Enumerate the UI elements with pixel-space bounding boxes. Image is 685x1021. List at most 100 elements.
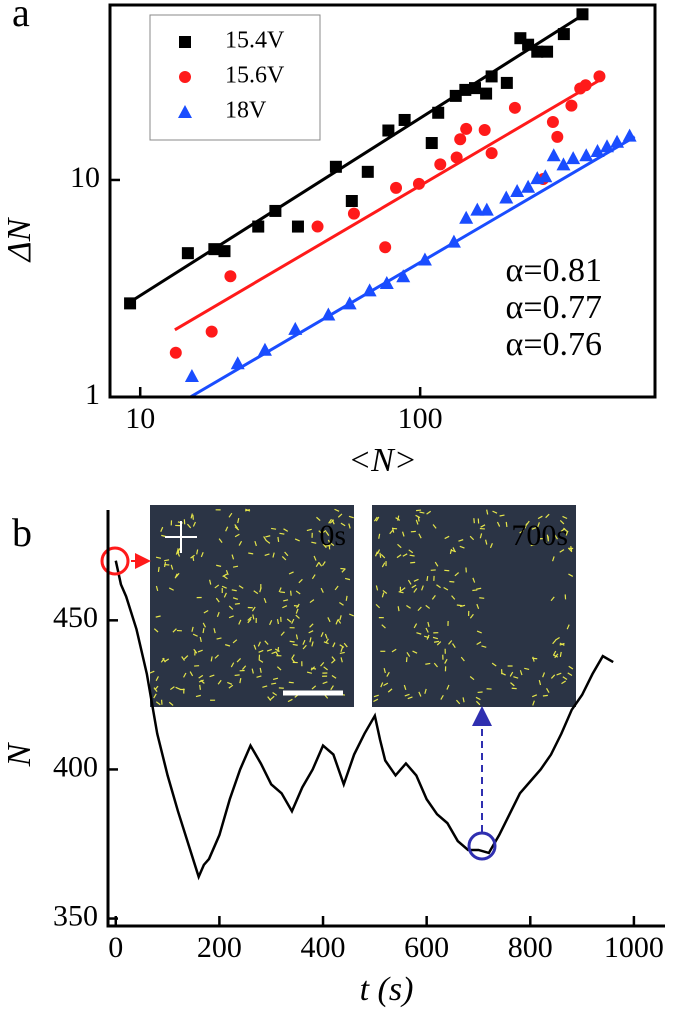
rod bbox=[257, 641, 261, 647]
data-point bbox=[470, 202, 485, 216]
rod bbox=[170, 564, 174, 570]
rod bbox=[294, 538, 300, 542]
rod bbox=[532, 657, 538, 660]
rod bbox=[295, 590, 301, 595]
rod bbox=[155, 615, 161, 618]
rod bbox=[524, 667, 530, 670]
rod bbox=[456, 699, 461, 705]
data-point bbox=[450, 151, 463, 164]
rod bbox=[440, 694, 444, 700]
rod bbox=[552, 556, 555, 562]
rod bbox=[416, 632, 422, 635]
rod bbox=[186, 523, 192, 529]
rod bbox=[302, 639, 306, 645]
rod bbox=[479, 533, 483, 539]
rod bbox=[559, 651, 562, 657]
data-point bbox=[557, 28, 570, 41]
x-axis-label: <N> bbox=[348, 442, 417, 479]
data-point bbox=[479, 202, 494, 216]
rod bbox=[232, 639, 238, 644]
rod bbox=[216, 564, 222, 567]
rod bbox=[340, 646, 344, 652]
rod bbox=[278, 587, 282, 593]
rod bbox=[199, 684, 201, 690]
rod bbox=[265, 539, 271, 544]
rod bbox=[559, 549, 565, 553]
rod bbox=[411, 584, 417, 589]
rod bbox=[491, 662, 497, 667]
rod bbox=[247, 616, 252, 621]
data-point bbox=[288, 321, 303, 335]
rod bbox=[223, 592, 227, 598]
data-point bbox=[390, 181, 403, 194]
rod bbox=[472, 589, 478, 592]
rod bbox=[322, 543, 327, 549]
rod bbox=[532, 700, 535, 706]
rod bbox=[423, 635, 430, 639]
fit-line bbox=[174, 78, 601, 332]
data-point bbox=[184, 368, 199, 382]
data-point bbox=[224, 270, 237, 283]
rod bbox=[567, 672, 573, 676]
data-point bbox=[459, 83, 472, 96]
rod bbox=[456, 604, 462, 607]
rod bbox=[189, 671, 194, 677]
rod bbox=[236, 658, 242, 663]
data-point bbox=[546, 115, 559, 128]
rod bbox=[560, 528, 566, 532]
rod bbox=[396, 554, 402, 559]
data-point bbox=[600, 139, 615, 153]
rod bbox=[476, 603, 480, 610]
rod bbox=[264, 553, 270, 557]
x-tick-label: 100 bbox=[398, 402, 443, 435]
rod bbox=[449, 548, 453, 555]
data-point bbox=[329, 160, 342, 173]
rod bbox=[200, 552, 204, 558]
rod bbox=[407, 579, 412, 585]
rod bbox=[238, 619, 242, 625]
rod bbox=[340, 522, 346, 527]
data-point bbox=[181, 247, 194, 260]
rod bbox=[348, 613, 355, 617]
rod bbox=[436, 641, 442, 646]
rod bbox=[415, 519, 419, 525]
rod bbox=[306, 528, 312, 532]
rod bbox=[181, 656, 186, 661]
rod bbox=[460, 656, 465, 662]
data-point bbox=[531, 45, 544, 58]
rod bbox=[155, 701, 161, 706]
rod bbox=[408, 549, 414, 554]
rod bbox=[263, 536, 267, 542]
rod bbox=[266, 648, 272, 652]
rod bbox=[258, 649, 264, 653]
rod bbox=[413, 588, 418, 593]
data-point bbox=[230, 356, 245, 370]
rod bbox=[193, 648, 198, 654]
rod bbox=[267, 696, 272, 701]
rod bbox=[444, 658, 448, 664]
data-point bbox=[538, 169, 553, 183]
rod bbox=[489, 542, 493, 549]
rod bbox=[227, 681, 233, 685]
rod bbox=[295, 634, 299, 640]
rod bbox=[340, 657, 343, 663]
rod bbox=[237, 518, 240, 524]
panel-label: a bbox=[12, 0, 30, 35]
rod bbox=[231, 589, 237, 592]
rod bbox=[183, 672, 187, 678]
rod bbox=[373, 694, 379, 698]
rod bbox=[348, 515, 354, 519]
rod bbox=[271, 651, 277, 655]
legend-marker bbox=[178, 105, 192, 118]
rod bbox=[443, 586, 449, 591]
rod bbox=[320, 661, 325, 667]
rod bbox=[277, 536, 280, 543]
data-point bbox=[499, 190, 514, 204]
rod bbox=[545, 688, 550, 693]
rod bbox=[234, 524, 239, 529]
rod bbox=[492, 510, 498, 514]
rod bbox=[344, 577, 351, 581]
rod bbox=[290, 590, 292, 596]
rod bbox=[391, 527, 395, 533]
rod bbox=[168, 701, 174, 706]
